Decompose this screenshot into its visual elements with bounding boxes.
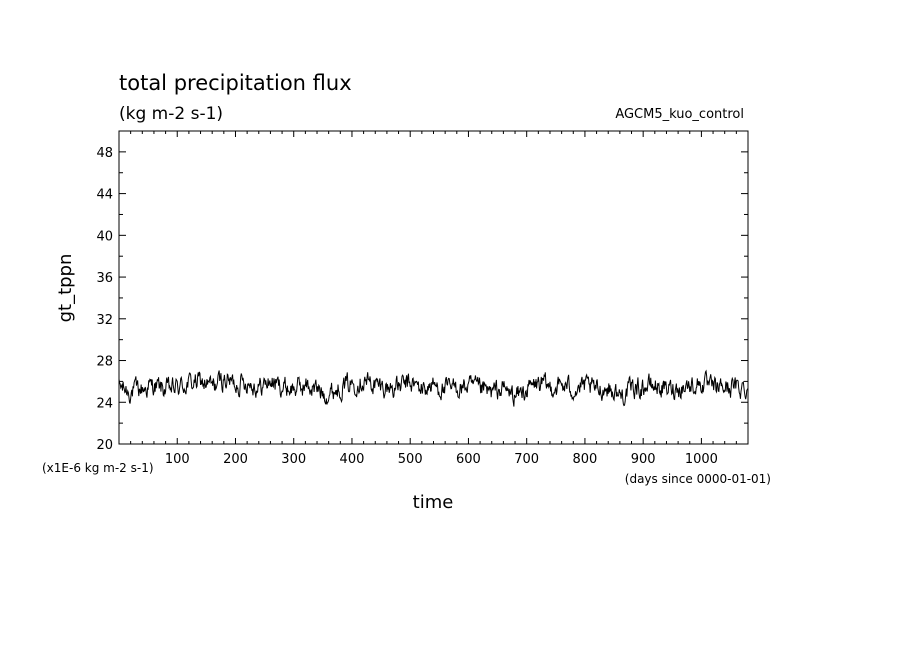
chart-title: total precipitation flux [119, 71, 352, 95]
x-tick-label: 100 [165, 452, 190, 467]
y-axis-label: gt_tppn [55, 254, 76, 323]
y-tick-label: 28 [96, 355, 113, 370]
plot-frame [118, 130, 749, 445]
x-tick-label: 200 [223, 452, 248, 467]
x-tick-label: 800 [573, 452, 598, 467]
x-tick-label: 400 [340, 452, 365, 467]
y-tick-label: 40 [96, 229, 113, 244]
x-axis-label: time [413, 492, 454, 513]
y-tick-label: 36 [96, 271, 113, 286]
axis-ticks [119, 131, 748, 444]
x-tick-label: 300 [281, 452, 306, 467]
x-tick-labels: 100 200 300 400 500 600 700 800 900 1000 [165, 452, 718, 467]
source-label: AGCM5_kuo_control [615, 107, 744, 122]
y-tick-label: 24 [96, 396, 113, 411]
x-tick-label: 700 [514, 452, 539, 467]
y-tick-labels: 20 24 28 32 36 40 44 48 [96, 146, 113, 453]
y-tick-label: 32 [96, 313, 113, 328]
y-tick-label: 20 [96, 438, 113, 453]
x-tick-label: 600 [456, 452, 481, 467]
y-tick-label: 48 [96, 146, 113, 161]
x-tick-label: 500 [398, 452, 423, 467]
chart-subtitle: (kg m-2 s-1) [119, 104, 223, 124]
y-unit-label: (x1E-6 kg m-2 s-1) [42, 461, 154, 475]
x-tick-label: 1000 [685, 452, 718, 467]
series-line [118, 369, 749, 407]
x-unit-label: (days since 0000-01-01) [625, 472, 771, 486]
y-tick-label: 44 [96, 188, 113, 203]
x-tick-label: 900 [631, 452, 656, 467]
